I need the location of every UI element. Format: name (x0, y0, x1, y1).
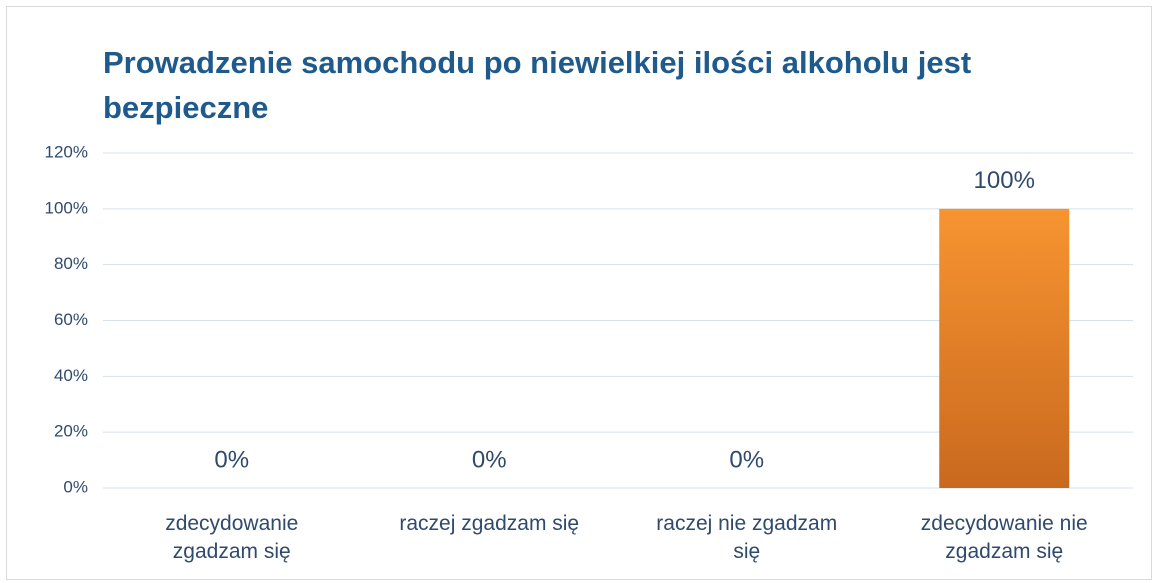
x-tick-label: zdecydowanie nie zgadzam się (920, 512, 1088, 563)
y-tick-label: 40% (54, 366, 88, 385)
x-tick-label: zdecydowanie zgadzam się (165, 512, 299, 563)
value-label: 0% (214, 446, 249, 473)
value-label: 0% (729, 446, 764, 473)
chart-title: Prowadzenie samochodu po niewielkiej ilo… (103, 45, 972, 125)
x-tick-label: raczej nie zgadzam się (656, 512, 838, 563)
y-tick-label: 20% (54, 422, 88, 441)
y-tick-label: 0% (63, 477, 88, 496)
value-label: 100% (974, 167, 1035, 194)
y-tick-label: 100% (45, 198, 88, 217)
x-tick-label: raczej zgadzam się (399, 512, 580, 535)
y-tick-label: 80% (54, 254, 88, 273)
bar (939, 208, 1070, 489)
y-tick-label: 120% (45, 142, 88, 161)
value-label: 0% (472, 446, 507, 473)
chart-border (6, 6, 1152, 580)
y-tick-label: 60% (54, 310, 88, 329)
